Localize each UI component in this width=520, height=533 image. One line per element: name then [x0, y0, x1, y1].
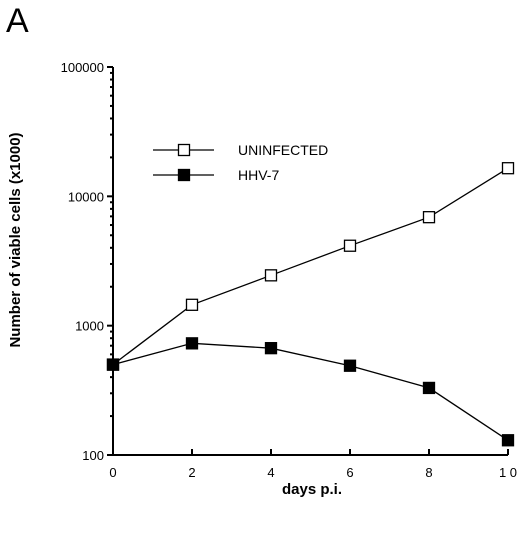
data-point-hhv-7 — [185, 337, 199, 350]
series-lines — [112, 167, 509, 441]
y-tick-label: 1000 — [75, 319, 104, 334]
data-point-hhv-7 — [106, 358, 120, 371]
data-point-uninfected — [185, 298, 199, 311]
x-axis-title: days p.i. — [282, 481, 342, 498]
series-markers — [106, 162, 515, 447]
x-tick-label: 1 0 — [499, 465, 517, 480]
axes — [107, 66, 509, 456]
series-line-hhv-7 — [112, 342, 509, 441]
legend-label-hhv-7: HHV-7 — [238, 167, 279, 183]
y-tick-label: 10000 — [68, 189, 104, 204]
y-tick-label: 100000 — [61, 60, 104, 75]
x-tick-label: 8 — [425, 465, 432, 480]
x-tick-label: 0 — [109, 465, 116, 480]
x-tick-label: 2 — [188, 465, 195, 480]
data-point-uninfected — [422, 211, 436, 224]
data-point-hhv-7 — [501, 434, 515, 447]
legend-marker-uninfected — [177, 143, 191, 157]
data-point-hhv-7 — [343, 359, 357, 372]
legend: UNINFECTED HHV-7 — [153, 142, 328, 183]
legend-marker-hhv-7 — [177, 168, 191, 182]
data-point-hhv-7 — [422, 381, 436, 395]
data-point-hhv-7 — [264, 342, 278, 355]
x-tick-label: 6 — [346, 465, 353, 480]
data-point-uninfected — [264, 269, 278, 282]
y-tick-label: 100 — [82, 448, 104, 463]
data-point-uninfected — [501, 162, 515, 175]
data-point-uninfected — [343, 239, 357, 252]
series-line-uninfected — [112, 167, 509, 366]
x-tick-label: 4 — [267, 465, 274, 480]
y-axis-title: Number of viable cells (x1000) — [7, 132, 24, 347]
panel-label: A — [6, 2, 29, 40]
legend-label-uninfected: UNINFECTED — [238, 142, 328, 158]
